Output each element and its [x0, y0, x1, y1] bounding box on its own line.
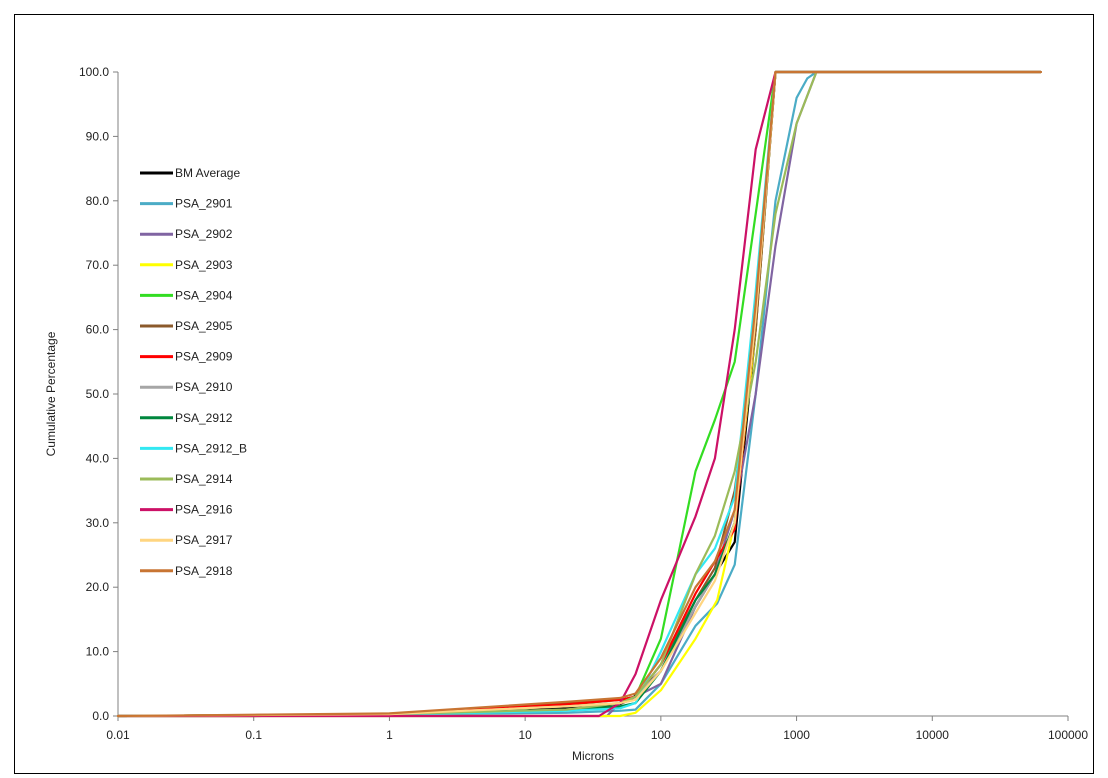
y-tick-label: 20.0: [86, 580, 110, 594]
legend-label: PSA_2912: [175, 411, 233, 425]
y-tick-label: 30.0: [86, 516, 110, 530]
chart-frame: 0.0 10.0 20.0 30.0 40.0 50.0 60.0 70.0 80.0 90.0 1…: [14, 14, 1094, 774]
x-tick-label: 0.01: [106, 728, 130, 742]
x-tick-label: 100000: [1048, 728, 1088, 742]
x-tick-label: 0.1: [245, 728, 262, 742]
legend-label: PSA_2916: [175, 503, 233, 517]
y-tick-label: 10.0: [86, 645, 110, 659]
y-tick-label: 90.0: [86, 129, 110, 143]
legend-label: PSA_2914: [175, 472, 233, 486]
y-axis-label: Cumulative Percentage: [44, 331, 58, 456]
y-tick-label: 40.0: [86, 451, 110, 465]
series-line: [116, 70, 1042, 718]
line-chart: 0.010.020.030.040.050.060.070.080.090.01…: [44, 65, 1088, 763]
y-tick-label: 100.0: [79, 65, 109, 79]
series-line: [116, 70, 1042, 718]
y-tick-label: 80.0: [86, 194, 110, 208]
series-line: [116, 70, 1042, 718]
series-line: [116, 70, 1042, 718]
x-tick-label: 10000: [916, 728, 950, 742]
plot-area: [116, 70, 1042, 718]
legend-label: PSA_2917: [175, 533, 233, 547]
legend-label: PSA_2902: [175, 227, 233, 241]
legend-label: PSA_2912_B: [175, 441, 247, 455]
series-line: [116, 70, 1042, 718]
x-tick-label: 1000: [783, 728, 810, 742]
x-tick-label: 1: [386, 728, 393, 742]
y-tick-label: 0.0: [92, 709, 109, 723]
series-line: [116, 70, 1042, 718]
legend-label: PSA_2905: [175, 319, 233, 333]
legend-label: PSA_2901: [175, 197, 233, 211]
legend-label: PSA_2918: [175, 564, 233, 578]
series-line: [116, 70, 1042, 718]
series-line: [116, 70, 1042, 718]
series-line: [116, 70, 1042, 718]
legend-label: PSA_2910: [175, 380, 233, 394]
series-line: [116, 70, 1042, 718]
legend-label: PSA_2904: [175, 288, 233, 302]
legend-label: PSA_2903: [175, 258, 233, 272]
legend-label: BM Average: [175, 166, 240, 180]
x-axis-label: Microns: [572, 749, 614, 763]
axes: 0.010.020.030.040.050.060.070.080.090.01…: [79, 65, 1088, 742]
y-tick-label: 50.0: [86, 387, 110, 401]
x-tick-label: 10: [518, 728, 532, 742]
series-line: [116, 70, 1042, 718]
x-tick-label: 100: [651, 728, 671, 742]
y-tick-label: 60.0: [86, 323, 110, 337]
legend-label: PSA_2909: [175, 350, 233, 364]
series-line: [116, 70, 1042, 718]
y-tick-label: 70.0: [86, 258, 110, 272]
series-line: [116, 70, 1042, 718]
legend: BM Average PSA_2901 PSA_2902 PSA_2903 PSA_29…: [140, 166, 247, 578]
series-line: [116, 70, 1042, 718]
